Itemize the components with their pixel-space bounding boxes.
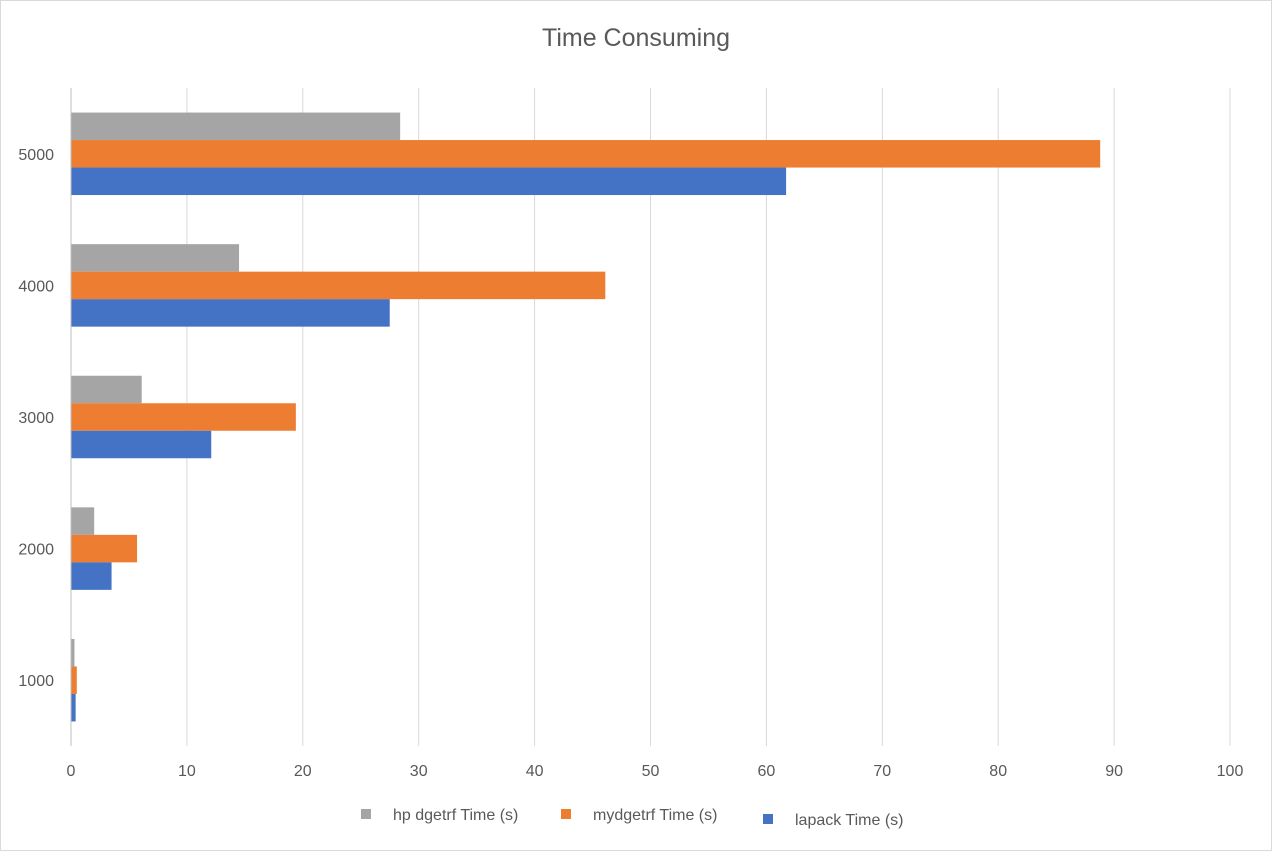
legend-label: lapack Time (s) [795,812,903,829]
x-tick-label: 40 [526,763,544,780]
bar [71,666,77,694]
legend-swatch [561,809,571,819]
x-tick-label: 10 [178,763,196,780]
legend-label: mydgetrf Time (s) [593,807,717,824]
bar [71,534,138,563]
bar [71,299,390,327]
bar [71,403,296,431]
bar [71,693,76,722]
y-tick-label: 3000 [18,410,54,427]
bar [71,244,240,272]
y-tick-label: 5000 [18,147,54,164]
x-tick-labels: 0 10 20 30 40 50 60 70 80 90 100 [67,763,1244,780]
legend-swatch [361,809,371,819]
x-tick-label: 80 [989,763,1007,780]
x-tick-label: 50 [642,763,660,780]
y-tick-label: 1000 [18,673,54,690]
chart-title: Time Consuming [541,24,731,52]
bar [71,375,142,404]
y-tick-label: 2000 [18,542,54,559]
bar [71,430,212,459]
legend-swatch [763,814,773,824]
y-tick-labels: 1000 2000 3000 4000 5000 [18,147,54,690]
bar [71,638,75,667]
bars [71,112,1101,722]
x-tick-label: 0 [67,763,76,780]
x-tick-label: 100 [1217,763,1244,780]
bar [71,562,112,590]
x-tick-label: 30 [410,763,428,780]
x-tick-label: 60 [758,763,776,780]
bar [71,167,787,196]
legend-label: hp dgetrf Time (s) [393,807,518,824]
bar [71,271,606,300]
legend: hp dgetrf Time (s) mydgetrf Time (s) lapac… [361,807,903,829]
bar [71,112,401,141]
x-tick-label: 90 [1105,763,1123,780]
bar [71,507,95,535]
x-tick-label: 20 [294,763,312,780]
x-tick-label: 70 [873,763,891,780]
bar [71,140,1101,168]
y-tick-label: 4000 [18,278,54,295]
gridlines [186,88,1231,746]
